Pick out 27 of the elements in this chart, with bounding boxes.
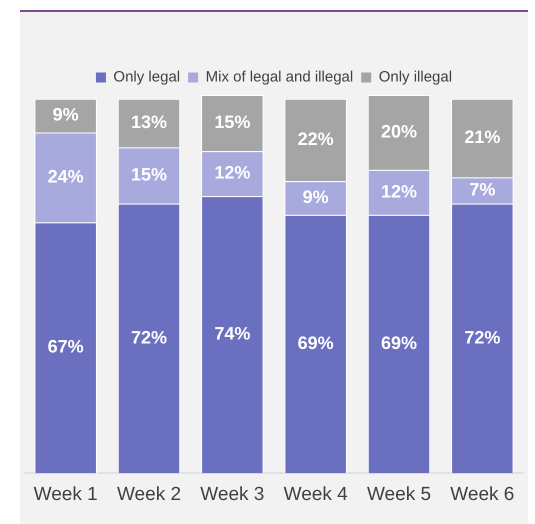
legend-label: Only illegal (378, 68, 452, 86)
data-label: 9% (302, 186, 329, 207)
data-label: 15% (130, 164, 168, 184)
data-label: 72% (130, 327, 168, 348)
x-tick-label: Week 6 (450, 484, 514, 505)
data-label: 67% (48, 336, 84, 357)
data-label: 12% (214, 162, 250, 183)
x-tick-label: Week 2 (116, 484, 182, 505)
legend-label: Only legal (113, 68, 180, 86)
x-tick-label: Week 1 (34, 484, 98, 505)
data-label: 22% (298, 128, 334, 149)
data-label: 69% (380, 332, 418, 353)
data-label: 20% (380, 121, 418, 142)
data-label: 7% (469, 179, 496, 200)
data-label: 74% (214, 324, 250, 344)
data-label: 21% (464, 127, 500, 148)
x-tick-label: Week 4 (284, 484, 348, 505)
data-label: 15% (214, 112, 250, 132)
data-label: 24% (48, 166, 84, 186)
data-label: 13% (130, 112, 168, 132)
x-tick-label: Week 3 (200, 484, 264, 505)
data-label: 72% (464, 327, 500, 348)
legend-label: Mix of legal and illegal (206, 68, 354, 86)
data-label: 9% (52, 104, 79, 125)
data-label: 69% (298, 332, 334, 353)
data-label: 12% (380, 181, 418, 202)
x-tick-label: Week 5 (366, 484, 432, 505)
